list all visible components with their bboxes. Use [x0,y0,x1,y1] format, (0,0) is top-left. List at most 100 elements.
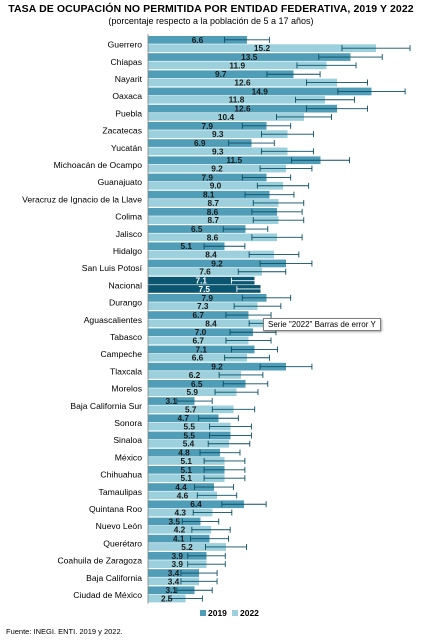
category-label: Michoacán de Ocampo [54,160,143,170]
data-label-2019: 11.5 [226,155,242,165]
data-label-2019: 6.5 [191,379,203,389]
bar-2019 [148,534,210,543]
category-label: Ciudad de México [73,590,142,600]
bar-2022 [148,164,286,173]
bar-2019 [148,225,246,233]
bar-2019 [148,294,267,302]
data-label-2022: 5.7 [185,404,197,414]
data-label-2019: 5.5 [183,430,195,440]
data-label-2022: 12.6 [234,78,251,88]
category-label: Yucatán [111,143,142,153]
bar-2022 [148,353,247,362]
data-label-2022: 6.2 [189,370,201,380]
bar-2022 [148,543,226,551]
bar-2022 [148,457,225,465]
bar-2019 [148,311,249,319]
bar-2022 [148,130,288,138]
category-label: Oaxaca [112,91,142,101]
data-label-2022: 15.2 [254,43,271,53]
data-label-2022: 8.4 [205,318,217,328]
bar-2019 [148,483,214,491]
data-label-2022: 11.9 [229,60,245,70]
bar-2022 [148,577,199,586]
data-label-2019: 8.6 [207,207,219,217]
bar-2022 [148,405,234,414]
data-label-2019: 5.1 [180,241,192,251]
data-label-2019: 6.9 [194,138,206,148]
bar-2022 [148,199,279,207]
data-label-2019: 7.9 [201,293,213,303]
bar-2019 [148,569,199,577]
data-label-2019: 6.7 [192,310,204,320]
source-note: Fuente: INEGI. ENTI. 2019 y 2022. [6,627,123,636]
data-label-2019: 5.1 [180,465,192,475]
data-label-2022: 11.8 [229,95,245,105]
bar-2019 [148,70,294,79]
legend-swatch-2019 [200,610,206,616]
bar-2022 [148,78,337,87]
bar-2022 [148,439,229,448]
category-label: Baja California Sur [70,401,142,411]
bar-2019 [148,104,337,113]
bar-2022 [148,525,211,534]
bar-2022 [148,267,262,276]
data-label-2022: 9.0 [210,181,222,191]
category-label: Chihuahua [100,470,142,480]
category-label: Quintana Roo [89,504,142,514]
chart-title: Tasa de ocupación no permitida por entid… [8,3,414,15]
bar-2019 [148,552,207,560]
bar-2022 [148,336,249,345]
category-label: Nuevo León [96,521,143,531]
data-label-2022: 3.4 [168,576,180,586]
data-label-2019: 6.5 [191,224,203,234]
data-label-2022: 4.3 [174,508,186,518]
bar-2019 [148,397,195,405]
bar-2019 [148,380,246,388]
data-label-2022: 6.7 [192,336,204,346]
bar-2022 [148,508,213,517]
data-label-2019: 4.8 [178,448,190,458]
data-label-2022: 7.3 [197,301,209,311]
category-label: Tamaulipas [99,487,142,497]
bar-2019 [148,276,255,285]
bar-2022 [148,95,325,104]
bar-2019 [148,122,267,130]
bar-2019 [148,586,195,595]
data-label-2022: 10.4 [218,112,235,122]
bar-2019 [148,242,225,251]
bar-2022 [148,388,237,396]
chart-subtitle: (porcentaje respecto a la población de 5… [108,16,314,26]
bar-2022 [148,302,258,310]
category-label: Coahuila de Zaragoza [57,556,142,566]
bar-2022 [148,371,241,379]
bar-2022 [148,594,186,603]
bar-2022 [148,474,225,482]
category-label: México [115,452,142,462]
data-label-2019: 6.4 [190,499,202,509]
category-label: Nayarit [115,74,143,84]
category-label: Guerrero [108,40,143,50]
bar-2022 [148,285,261,293]
category-label: Sinaloa [113,435,142,445]
bar-2019 [148,362,286,371]
data-label-2019: 3.1 [165,396,177,406]
bar-2019 [148,36,247,44]
category-label: Hidalgo [113,246,142,256]
data-label-2022: 5.4 [183,439,195,449]
data-label-2022: 5.9 [186,387,198,397]
data-label-2022: 5.2 [181,542,193,552]
data-label-2019: 4.4 [175,482,187,492]
bar-2019 [148,517,201,526]
data-label-2019: 13.5 [241,52,258,62]
category-label: Veracruz de Ignacio de la Llave [22,194,142,204]
data-label-2022: 9.3 [212,146,224,156]
bar-2019 [148,156,321,165]
category-label: Querétaro [103,538,142,548]
category-label: Chiapas [110,57,142,67]
data-label-2022: 8.7 [207,198,219,208]
bar-2019 [148,139,252,147]
data-label-2019: 3.4 [168,568,180,578]
bar-2019 [148,448,220,457]
data-label-2022: 5.1 [180,473,192,483]
bar-2022 [148,491,217,500]
